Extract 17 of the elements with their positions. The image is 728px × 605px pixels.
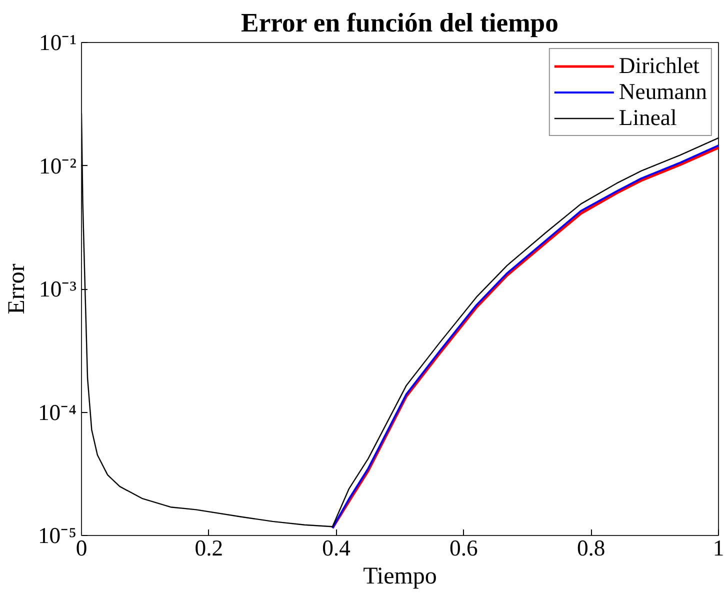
legend-label: Dirichlet bbox=[618, 53, 700, 79]
x-axis-title: Tiempo bbox=[363, 564, 437, 590]
x-tick-label: 0.2 bbox=[194, 536, 224, 560]
y-tick-label: 10⁻¹ bbox=[39, 30, 77, 55]
legend-label: Lineal bbox=[618, 105, 677, 131]
x-tick-label: 0.8 bbox=[576, 536, 606, 560]
legend-label: Neumann bbox=[618, 79, 707, 105]
x-tick-label: 1 bbox=[712, 536, 724, 560]
y-tick-label: 10⁻⁴ bbox=[38, 400, 77, 425]
chart-title: Error en función del tiempo bbox=[241, 8, 558, 38]
y-axis-title: Error bbox=[4, 264, 30, 314]
x-tick-label: 0.6 bbox=[450, 536, 478, 560]
x-tick-label: 0 bbox=[76, 536, 88, 560]
y-tick-label: 10⁻² bbox=[39, 153, 77, 178]
y-tick-label: 10⁻³ bbox=[39, 276, 77, 302]
y-tick-label: 10⁻⁵ bbox=[38, 523, 77, 548]
x-tick-label: 0.4 bbox=[322, 536, 350, 560]
